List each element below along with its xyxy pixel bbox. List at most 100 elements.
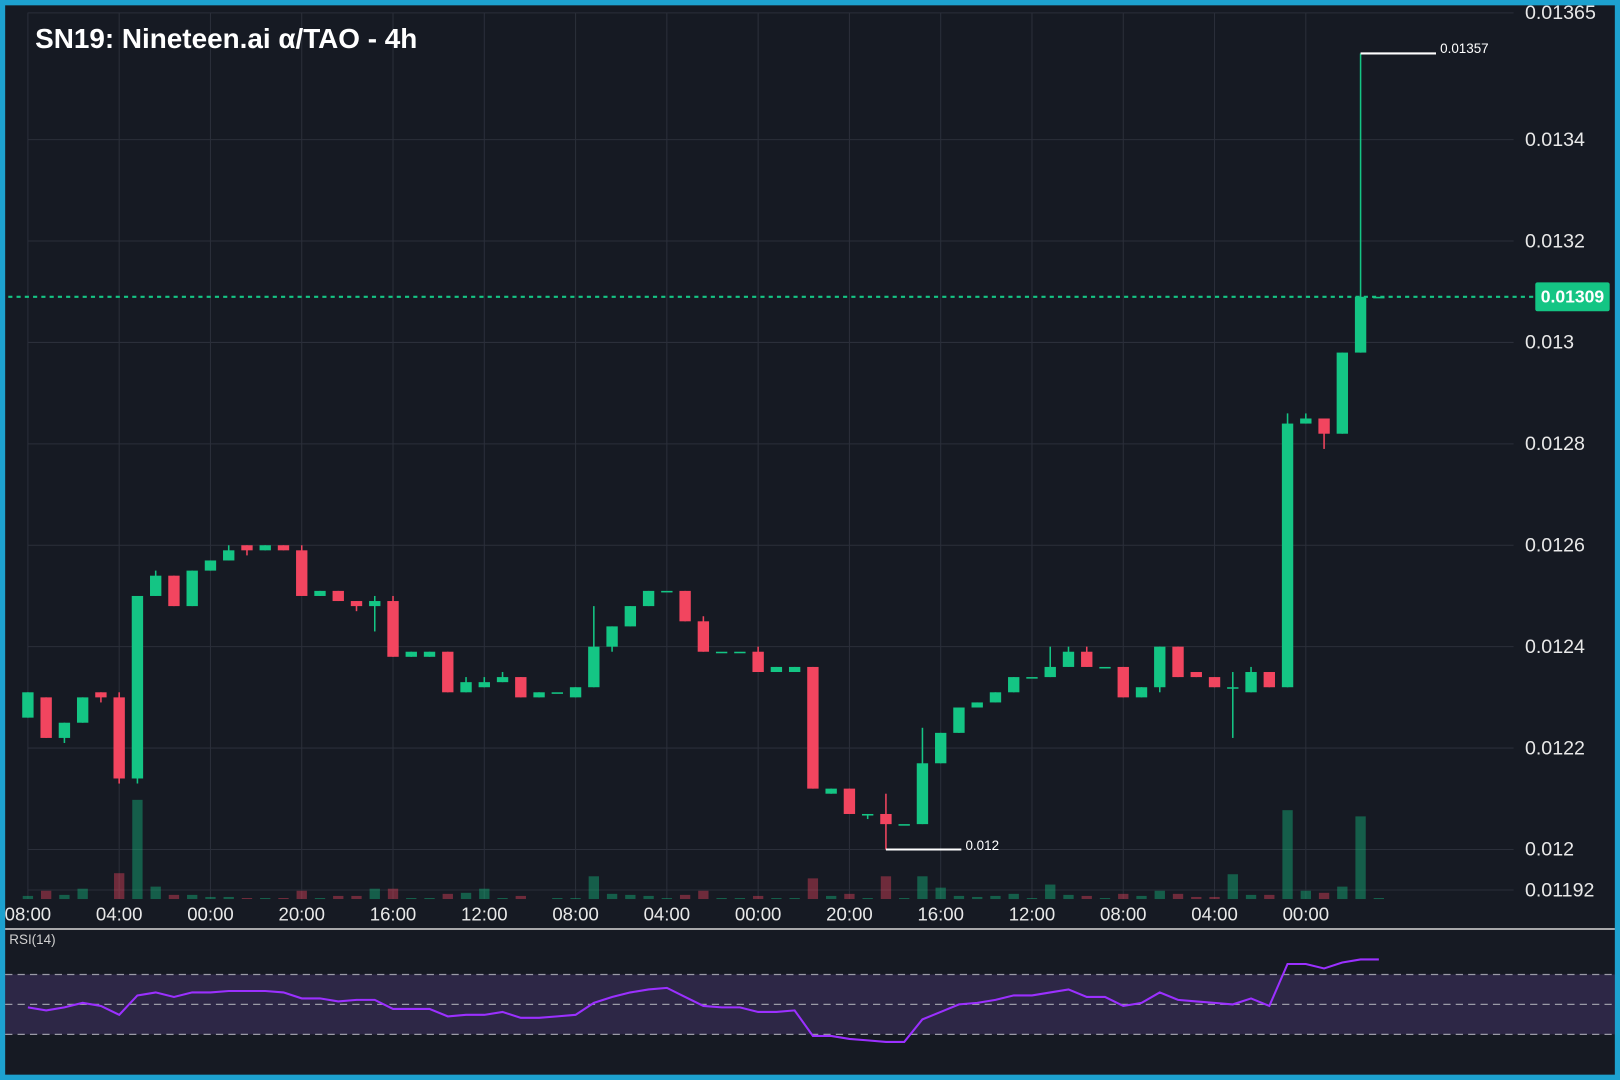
candle-body [150, 575, 162, 596]
volume-bar [1355, 816, 1366, 900]
candle-body [715, 651, 728, 654]
x-tick-label: 12:00 [1009, 903, 1055, 924]
candle-body [752, 651, 764, 673]
volume-bar [1118, 893, 1129, 900]
x-tick-label: 20:00 [278, 903, 325, 924]
candle-body [442, 651, 454, 693]
volume-bar [1337, 886, 1348, 900]
volume-bar [387, 888, 399, 900]
candle-body [1263, 672, 1275, 688]
volume-bar [844, 893, 855, 900]
candle-body [880, 813, 892, 825]
y-tick-label: 0.013 [1525, 332, 1574, 354]
x-tick-label: 08:00 [552, 903, 599, 924]
candle-body [989, 692, 1002, 703]
volume-bar [552, 897, 563, 900]
volume-bar [406, 897, 417, 900]
candle-body [971, 702, 983, 708]
volume-bar [935, 887, 946, 900]
candle-body [241, 545, 253, 551]
candle-body [95, 692, 107, 698]
candle-body [460, 682, 472, 693]
volume-bar [260, 897, 271, 900]
volume-bar [1008, 893, 1019, 900]
candle-body [1117, 666, 1129, 698]
candle-body [697, 621, 710, 652]
volume-bar [168, 894, 180, 900]
y-tick-label: 0.0132 [1525, 230, 1585, 252]
volume-bar [862, 897, 873, 900]
volume-bar [899, 897, 910, 900]
candle-body [58, 722, 71, 738]
last-price-box [1535, 282, 1610, 312]
candle-body [40, 697, 52, 738]
candle-body [332, 590, 344, 602]
volume-bar [296, 890, 307, 900]
volume-bar [752, 895, 764, 900]
candle-body [624, 606, 637, 627]
candle-body [168, 575, 180, 607]
candle-body [76, 697, 89, 723]
volume-bar [1209, 896, 1220, 900]
candle-body [1154, 646, 1166, 688]
high-label: 0.01357 [1440, 41, 1489, 56]
volume-bar [205, 896, 216, 900]
volume-bar [625, 894, 636, 900]
candle-body [223, 550, 235, 561]
candle-body [277, 545, 290, 551]
volume-bar [351, 895, 362, 900]
x-tick-label: 16:00 [370, 903, 417, 924]
candle-body [679, 590, 691, 622]
candle-body [515, 677, 527, 698]
grid: 0.01192 0.012 0.0122 0.0124 0.0126 0.0128 0.01… [5, 2, 1596, 924]
x-tick-label: 20:00 [826, 903, 873, 924]
candle-body [898, 824, 910, 826]
y-tick-label: 0.0134 [1525, 129, 1585, 151]
candle-body [296, 550, 308, 596]
volume-bar [442, 893, 453, 900]
volume-bar [1264, 894, 1275, 900]
candle-body [314, 590, 326, 596]
candle-body [533, 692, 545, 698]
y-tick-label: 0.012 [1525, 839, 1574, 861]
candle-body [1172, 646, 1184, 678]
candle-body [1208, 677, 1221, 688]
candle-body [1281, 423, 1294, 688]
volume-bar [953, 895, 965, 900]
candle-body [387, 601, 399, 657]
volume-bar [369, 888, 380, 900]
volume-bar [1227, 874, 1238, 900]
x-tick-label: 08:00 [1100, 903, 1147, 924]
volume-bar [606, 893, 618, 900]
candle-body [22, 692, 34, 718]
candle-body [1354, 296, 1367, 353]
volume-bar [40, 890, 52, 900]
candle-body [1044, 666, 1056, 678]
volume-bar [917, 876, 928, 900]
volume-bar [77, 888, 88, 900]
candle-body [478, 682, 490, 688]
candle-body [569, 687, 582, 698]
y-tick-label: 0.0122 [1525, 737, 1585, 759]
candle-body [350, 601, 363, 607]
candle-body [405, 651, 417, 657]
candle-body [1062, 651, 1075, 667]
volume-bar [22, 895, 34, 900]
x-tick-label: 04:00 [1191, 903, 1238, 924]
candle-body [1081, 651, 1093, 667]
volume-bar [643, 895, 654, 900]
volume-bar [1245, 894, 1257, 900]
volume-bar [241, 897, 253, 900]
candle-body [113, 697, 125, 779]
volume-bar [1282, 810, 1293, 900]
volume-bar [1136, 895, 1147, 900]
candle-body [1300, 418, 1312, 424]
background [5, 5, 1615, 1075]
volume-bar [1063, 894, 1074, 900]
volume-bar [807, 878, 819, 900]
rsi-line [27, 958, 1379, 1043]
x-tick-label: 00:00 [1283, 903, 1330, 924]
rsi-panel [5, 958, 1615, 1043]
volume-bar [1373, 897, 1385, 900]
